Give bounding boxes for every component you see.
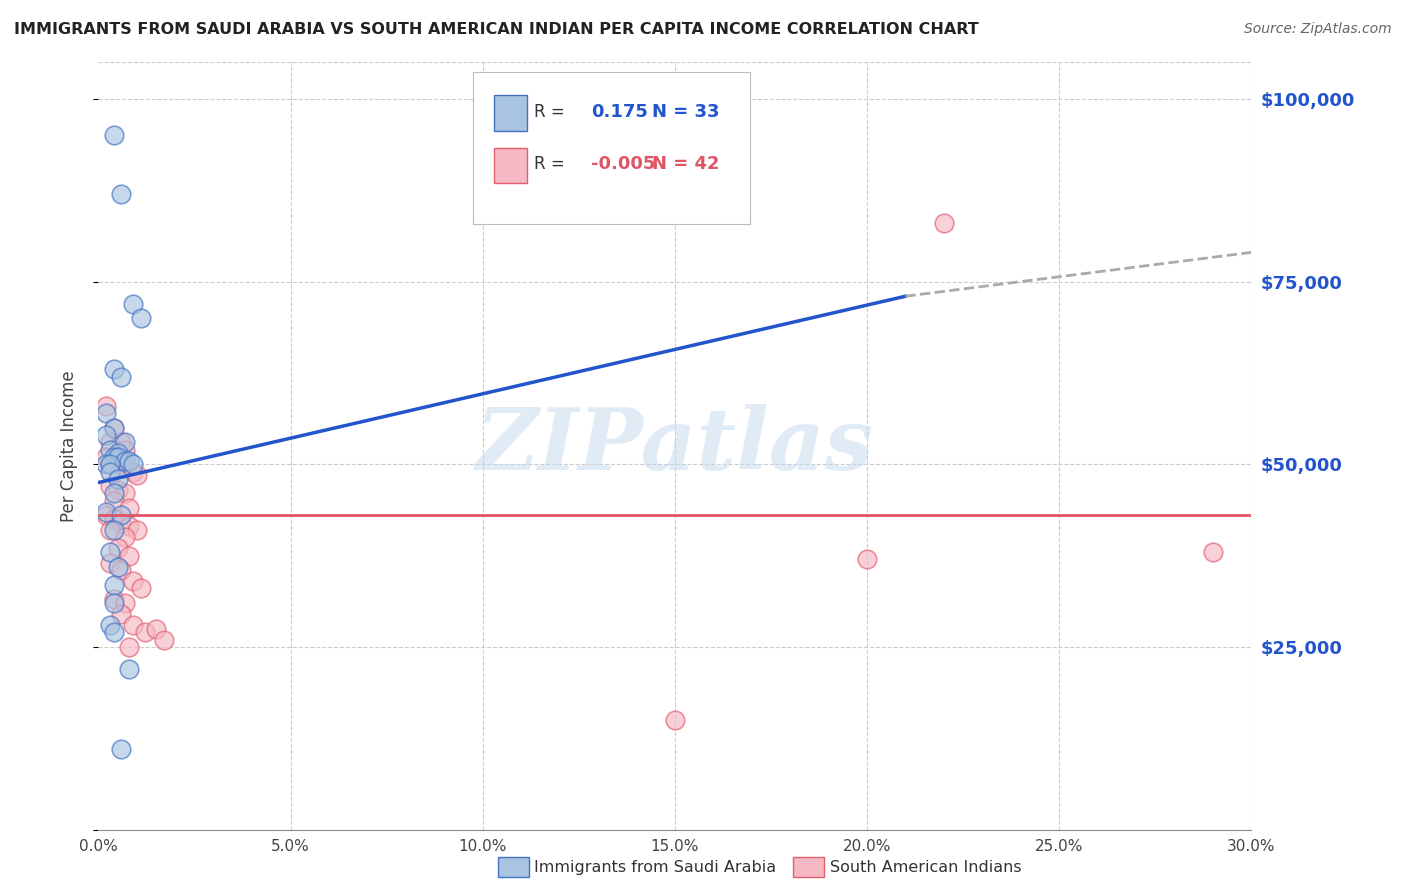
Point xyxy=(114,596,136,610)
Point xyxy=(94,457,117,471)
Text: 0.175: 0.175 xyxy=(591,103,648,121)
Point xyxy=(103,578,125,592)
Point xyxy=(664,713,686,727)
Point xyxy=(98,457,121,471)
Point xyxy=(98,479,121,493)
FancyBboxPatch shape xyxy=(494,95,527,131)
Point xyxy=(98,545,121,559)
Point xyxy=(94,428,117,442)
Point xyxy=(94,508,117,523)
Point xyxy=(98,465,121,479)
Point xyxy=(152,632,174,647)
Point xyxy=(114,442,136,457)
Point xyxy=(103,592,125,607)
Point xyxy=(107,559,129,574)
Point xyxy=(94,399,117,413)
Point xyxy=(122,296,145,310)
FancyBboxPatch shape xyxy=(472,71,749,224)
Point xyxy=(110,457,132,471)
Point xyxy=(98,618,121,632)
Point xyxy=(110,508,132,523)
Point xyxy=(94,406,117,420)
Point xyxy=(103,596,125,610)
Point xyxy=(103,421,125,435)
Point xyxy=(1202,545,1225,559)
Point xyxy=(122,618,145,632)
Point xyxy=(114,530,136,544)
Point xyxy=(118,662,141,676)
Text: ZIPatlas: ZIPatlas xyxy=(475,404,875,488)
Point xyxy=(118,501,141,516)
Point xyxy=(118,453,141,467)
Point xyxy=(134,625,156,640)
Text: R =: R = xyxy=(534,103,565,121)
Point xyxy=(122,457,145,471)
Point xyxy=(125,523,148,537)
Point xyxy=(129,311,152,326)
Point xyxy=(103,625,125,640)
Point xyxy=(118,640,141,654)
Point xyxy=(103,421,125,435)
Point xyxy=(110,607,132,621)
FancyBboxPatch shape xyxy=(494,147,527,183)
Point xyxy=(114,486,136,500)
Point xyxy=(94,450,117,464)
Text: N = 42: N = 42 xyxy=(652,155,720,173)
Point xyxy=(103,128,125,143)
Point xyxy=(129,582,152,596)
Text: N = 33: N = 33 xyxy=(652,103,720,121)
Point xyxy=(103,362,125,376)
Point xyxy=(110,435,132,450)
Point xyxy=(118,549,141,563)
Point xyxy=(125,468,148,483)
Point xyxy=(110,186,132,201)
Point xyxy=(107,483,129,497)
Point xyxy=(856,552,879,566)
Point xyxy=(122,574,145,589)
Point xyxy=(145,622,167,636)
Text: R =: R = xyxy=(534,155,571,173)
Point xyxy=(103,457,125,471)
Point xyxy=(103,523,125,537)
Point xyxy=(98,556,121,570)
Point xyxy=(122,465,145,479)
Text: South American Indians: South American Indians xyxy=(830,860,1021,874)
Text: Immigrants from Saudi Arabia: Immigrants from Saudi Arabia xyxy=(534,860,776,874)
Point xyxy=(103,486,125,500)
Point xyxy=(114,453,136,467)
Point xyxy=(118,519,141,533)
Point xyxy=(114,435,136,450)
Point xyxy=(107,472,129,486)
Point xyxy=(107,541,129,556)
Text: IMMIGRANTS FROM SAUDI ARABIA VS SOUTH AMERICAN INDIAN PER CAPITA INCOME CORRELAT: IMMIGRANTS FROM SAUDI ARABIA VS SOUTH AM… xyxy=(14,22,979,37)
Point xyxy=(103,493,125,508)
Point xyxy=(98,435,121,450)
Point xyxy=(94,505,117,519)
Text: Source: ZipAtlas.com: Source: ZipAtlas.com xyxy=(1244,22,1392,37)
Point xyxy=(107,450,129,464)
Y-axis label: Per Capita Income: Per Capita Income xyxy=(59,370,77,522)
Text: -0.005: -0.005 xyxy=(591,155,655,173)
Point xyxy=(110,742,132,756)
Point xyxy=(114,461,136,475)
Point xyxy=(110,516,132,530)
Point xyxy=(103,512,125,526)
Point xyxy=(932,216,955,230)
Point xyxy=(98,442,121,457)
Point xyxy=(98,457,121,471)
Point xyxy=(110,369,132,384)
Point xyxy=(110,563,132,577)
Point xyxy=(103,450,125,464)
Point xyxy=(107,446,129,460)
Point xyxy=(98,523,121,537)
